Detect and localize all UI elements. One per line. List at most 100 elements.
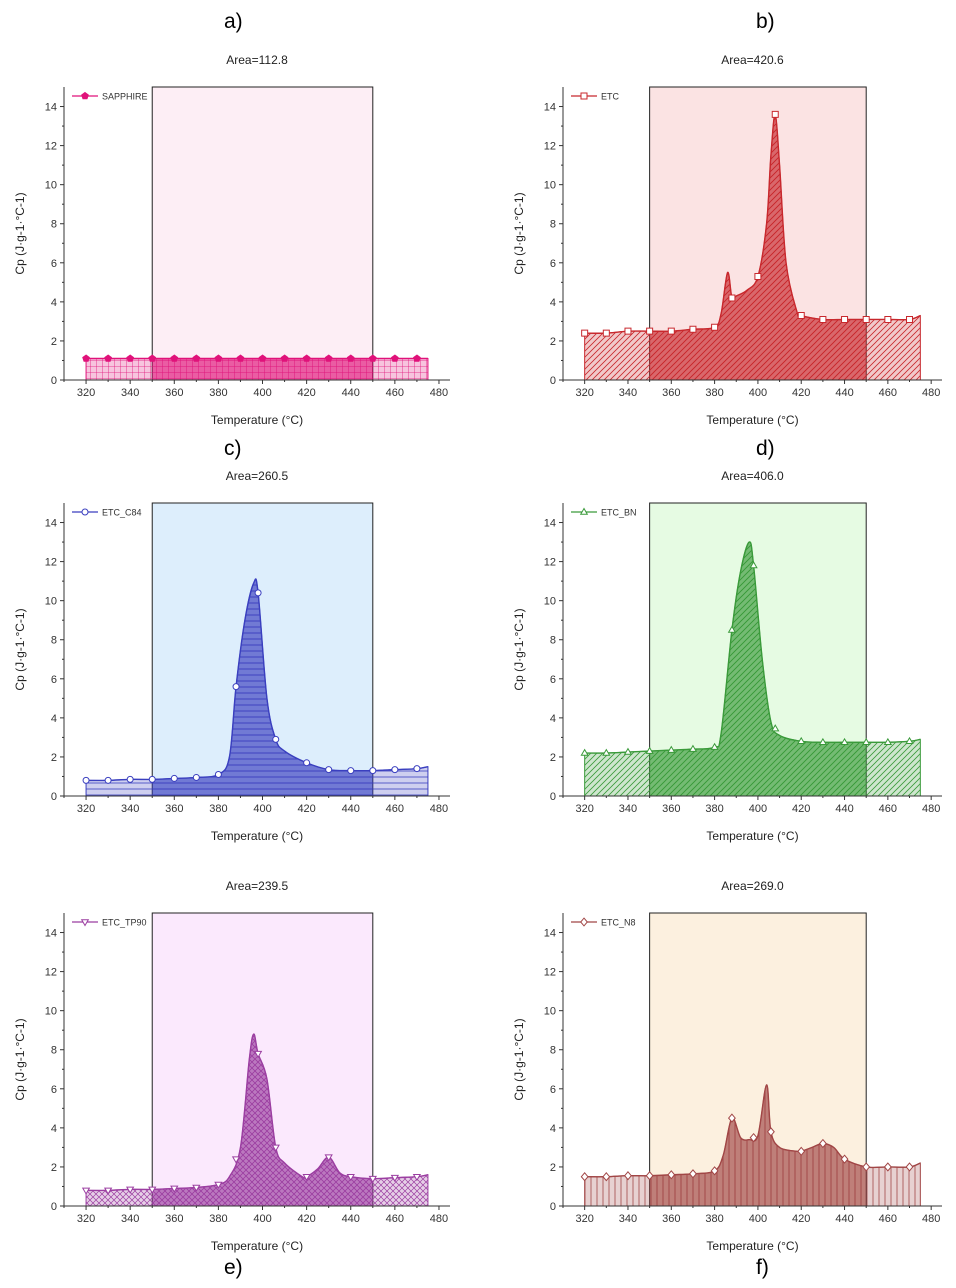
y-tick-label: 8 bbox=[51, 219, 57, 231]
legend-marker bbox=[580, 92, 588, 100]
data-point bbox=[126, 1186, 135, 1194]
chart-title: Area=239.5 bbox=[226, 879, 289, 893]
data-point bbox=[771, 110, 779, 118]
data-point bbox=[862, 737, 871, 746]
data-point bbox=[324, 1154, 333, 1162]
series-line bbox=[86, 578, 429, 782]
y-tick-label: 14 bbox=[544, 518, 556, 530]
y-tick-label: 4 bbox=[51, 713, 57, 725]
data-point bbox=[797, 1146, 806, 1156]
y-tick-label: 6 bbox=[51, 674, 57, 686]
data-point bbox=[819, 315, 827, 323]
y-tick-label: 8 bbox=[51, 1045, 57, 1057]
data-point bbox=[253, 1050, 263, 1059]
chart-panel-6: Area=269.0 0 2 4 6 8 10 12 14 320 340 360 380 400 420 4… bbox=[512, 879, 942, 1253]
data-point bbox=[413, 765, 421, 773]
data-point bbox=[862, 1162, 871, 1172]
y-tick-label: 12 bbox=[544, 967, 556, 979]
data-point bbox=[623, 747, 633, 755]
data-point bbox=[104, 776, 112, 784]
y-axis-label: Cp (J·g-1·°C-1) bbox=[13, 192, 27, 274]
data-point bbox=[754, 272, 762, 280]
y-tick-label: 12 bbox=[544, 141, 556, 153]
legend-label: ETC_TP90 bbox=[102, 918, 147, 928]
data-point bbox=[258, 354, 267, 362]
data-point bbox=[148, 354, 157, 362]
legend-label: ETC_N8 bbox=[601, 918, 636, 928]
chart-panel-5: Area=239.5 0 2 4 6 8 10 12 14 320 340 360 380 400 420 4… bbox=[13, 879, 450, 1253]
data-point bbox=[413, 354, 421, 362]
data-point bbox=[302, 1173, 311, 1182]
y-tick-label: 0 bbox=[550, 1201, 556, 1213]
x-tick-label: 420 bbox=[297, 803, 315, 815]
data-point bbox=[324, 354, 333, 362]
x-tick-label: 440 bbox=[835, 387, 853, 399]
x-tick-label: 320 bbox=[575, 387, 593, 399]
integration-window bbox=[151, 86, 374, 381]
data-point bbox=[232, 683, 240, 691]
x-tick-label: 480 bbox=[922, 1213, 940, 1225]
legend-marker bbox=[81, 91, 89, 100]
x-tick-label: 480 bbox=[922, 387, 940, 399]
panel-letter-f: f) bbox=[756, 1256, 769, 1279]
data-point bbox=[624, 327, 632, 335]
y-tick-label: 14 bbox=[544, 928, 556, 940]
x-tick-label: 380 bbox=[705, 803, 723, 815]
y-tick-label: 4 bbox=[550, 1123, 556, 1135]
y-tick-label: 0 bbox=[550, 375, 556, 387]
y-tick-label: 10 bbox=[544, 180, 556, 192]
data-point bbox=[749, 561, 758, 569]
data-point bbox=[711, 323, 719, 331]
x-tick-label: 340 bbox=[619, 1213, 637, 1225]
y-tick-label: 14 bbox=[45, 518, 57, 530]
data-point bbox=[727, 1113, 736, 1123]
area-hatch-integrated bbox=[152, 358, 373, 380]
y-axis-label: Cp (J·g-1·°C-1) bbox=[13, 1018, 27, 1100]
x-tick-label: 440 bbox=[342, 387, 360, 399]
y-tick-label: 14 bbox=[45, 102, 57, 114]
y-tick-label: 6 bbox=[550, 258, 556, 270]
legend-label: ETC bbox=[601, 92, 620, 102]
x-tick-label: 480 bbox=[922, 803, 940, 815]
y-tick-label: 10 bbox=[45, 180, 57, 192]
data-point bbox=[390, 1174, 400, 1183]
legend-label: SAPPHIRE bbox=[102, 92, 148, 102]
x-tick-label: 360 bbox=[662, 1213, 680, 1225]
data-point bbox=[369, 767, 377, 775]
x-tick-label: 360 bbox=[165, 1213, 183, 1225]
x-tick-label: 320 bbox=[77, 803, 95, 815]
x-tick-label: 420 bbox=[792, 387, 810, 399]
y-tick-label: 0 bbox=[550, 791, 556, 803]
x-tick-label: 440 bbox=[342, 1213, 360, 1225]
data-point bbox=[148, 775, 156, 783]
series-line bbox=[584, 541, 921, 754]
panel-letter-a: a) bbox=[224, 10, 243, 33]
y-tick-label: 10 bbox=[544, 1006, 556, 1018]
data-point bbox=[126, 775, 134, 783]
x-tick-label: 360 bbox=[662, 803, 680, 815]
data-point bbox=[214, 354, 223, 362]
data-point bbox=[688, 744, 698, 752]
data-point bbox=[272, 735, 280, 743]
data-point bbox=[346, 1173, 355, 1182]
data-point bbox=[412, 1173, 422, 1182]
data-point bbox=[170, 774, 178, 782]
x-tick-label: 400 bbox=[253, 1213, 271, 1225]
x-tick-label: 320 bbox=[77, 1213, 95, 1225]
y-tick-label: 10 bbox=[45, 596, 57, 608]
data-point bbox=[840, 737, 849, 746]
panel-letter-b: b) bbox=[756, 10, 775, 33]
data-point bbox=[346, 354, 355, 362]
x-tick-label: 400 bbox=[749, 1213, 767, 1225]
data-point bbox=[841, 315, 849, 323]
y-tick-label: 2 bbox=[51, 1162, 57, 1174]
data-point bbox=[797, 312, 805, 320]
data-point bbox=[688, 1169, 697, 1179]
data-point bbox=[646, 327, 654, 335]
y-tick-label: 2 bbox=[550, 336, 556, 348]
data-point bbox=[214, 771, 222, 779]
y-tick-label: 12 bbox=[544, 557, 556, 569]
x-tick-label: 340 bbox=[121, 803, 139, 815]
data-point bbox=[104, 354, 112, 362]
